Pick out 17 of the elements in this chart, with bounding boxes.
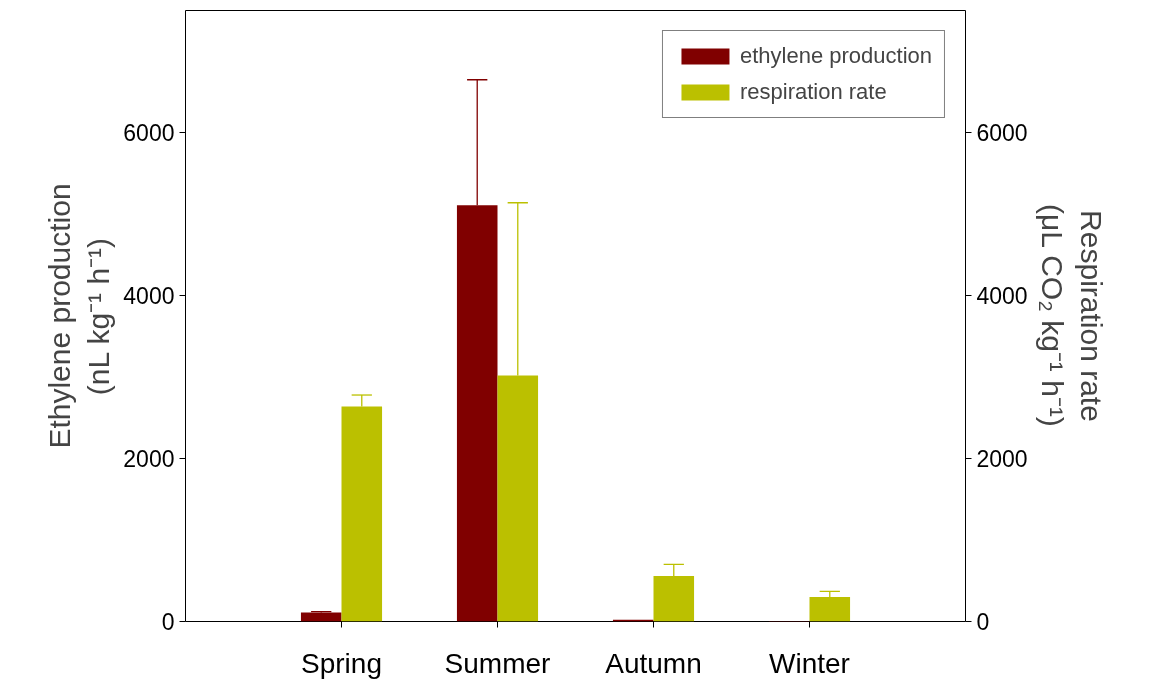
y-axis-title: Ethylene production (nL kg⁻¹ h⁻¹): [42, 183, 116, 449]
y-tick-label: 6000: [123, 120, 175, 147]
y-tick-label: 2000: [123, 446, 175, 473]
legend-label: respiration rate: [739, 79, 887, 105]
y2-tick-label: 6000: [976, 120, 1028, 147]
y-tick-label: 0: [161, 609, 175, 635]
x-tick-label: Autumn: [605, 647, 702, 679]
bar: [300, 612, 342, 622]
x-tick-label: Winter: [769, 647, 850, 679]
y2-tick-label: 0: [976, 609, 990, 635]
y2-tick-label: 2000: [976, 446, 1028, 473]
y2-axis-title: Respiration rate (μL CO₂ kg⁻¹ h⁻¹): [1035, 204, 1109, 427]
x-tick-label: Summer: [444, 647, 551, 679]
y2-tick-label: 4000: [976, 283, 1028, 310]
legend-label: ethylene production: [739, 43, 932, 69]
x-tick-label: Spring: [301, 647, 382, 679]
y-tick-label: 4000: [123, 283, 175, 310]
